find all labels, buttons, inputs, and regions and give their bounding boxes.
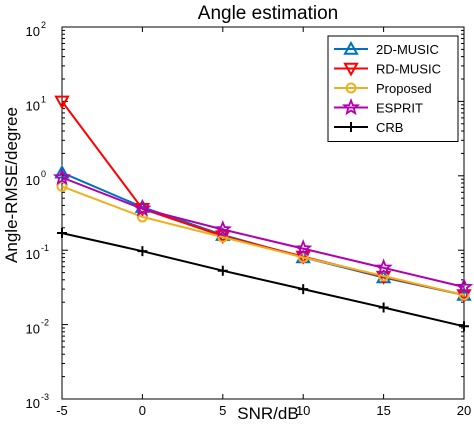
y-tick-exponent: 1 xyxy=(41,94,46,104)
data-point-esprit xyxy=(454,277,474,295)
y-tick-exponent: -3 xyxy=(41,392,49,402)
y-tick-exponent: 2 xyxy=(41,20,46,30)
data-point-crb xyxy=(217,265,228,276)
legend-marker-2d-music xyxy=(343,40,359,55)
y-tick-label: 10 xyxy=(26,98,40,113)
legend-label-proposed: Proposed xyxy=(376,81,432,96)
legend-marker-rd-music xyxy=(343,62,359,77)
y-axis-label: Angle-RMSE/degree xyxy=(2,107,21,263)
legend-marker-proposed xyxy=(345,82,357,94)
y-tick-label: 10 xyxy=(26,396,40,411)
y-tick-label: 10 xyxy=(26,247,40,262)
x-tick-label: 0 xyxy=(139,403,146,418)
data-point-esprit xyxy=(213,220,232,238)
x-tick-label: 5 xyxy=(219,403,226,418)
data-point-crb xyxy=(137,246,148,257)
legend-marker-crb xyxy=(346,122,356,132)
y-tick-label: 10 xyxy=(26,322,40,337)
series-line-proposed xyxy=(61,185,465,296)
legend-label-crb: CRB xyxy=(376,120,403,135)
x-tick-label: -5 xyxy=(56,403,68,418)
x-tick-label: 20 xyxy=(457,403,471,418)
y-tick-exponent: -1 xyxy=(41,243,49,253)
data-point-crb xyxy=(298,284,309,295)
y-tick-exponent: 0 xyxy=(41,169,46,179)
y-tick-label: 10 xyxy=(26,24,40,39)
y-tick-exponent: -2 xyxy=(41,318,49,328)
data-point-crb xyxy=(57,228,67,239)
legend-label-rd-music: RD-MUSIC xyxy=(376,62,441,77)
data-point-proposed xyxy=(56,180,68,192)
legend-marker-esprit xyxy=(341,98,361,116)
legend-label-esprit: ESPRIT xyxy=(376,101,423,116)
data-point-crb xyxy=(378,302,389,313)
x-tick-label: 10 xyxy=(296,403,310,418)
legend-label-2d-music: 2D-MUSIC xyxy=(376,42,439,57)
x-axis-label: SNR/dB xyxy=(237,404,298,423)
data-point-esprit xyxy=(294,239,313,257)
data-point-esprit xyxy=(52,168,72,186)
series-line-crb xyxy=(61,232,465,328)
legend: 2D-MUSIC RD-MUSIC Proposed ESPRIT CRB xyxy=(327,35,459,142)
chart-title: Angle estimation xyxy=(198,3,338,24)
series-line-esprit xyxy=(61,176,465,288)
x-tick-label: 15 xyxy=(376,403,390,418)
data-point-crb xyxy=(459,321,469,332)
data-point-rd-music xyxy=(54,95,70,110)
y-tick-label: 10 xyxy=(26,173,40,188)
data-point-esprit xyxy=(374,258,393,276)
data-point-esprit xyxy=(133,199,152,217)
data-point-proposed xyxy=(297,251,309,263)
